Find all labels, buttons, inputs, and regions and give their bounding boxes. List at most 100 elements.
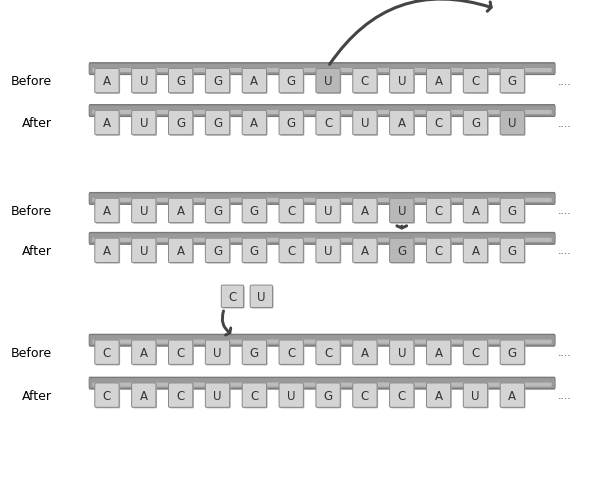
FancyBboxPatch shape	[464, 70, 489, 95]
FancyBboxPatch shape	[501, 240, 525, 264]
FancyBboxPatch shape	[132, 111, 156, 136]
Text: C: C	[471, 75, 479, 88]
FancyBboxPatch shape	[243, 70, 267, 95]
Text: C: C	[177, 346, 185, 359]
FancyBboxPatch shape	[391, 70, 415, 95]
FancyBboxPatch shape	[354, 384, 378, 408]
FancyBboxPatch shape	[317, 112, 341, 137]
FancyBboxPatch shape	[316, 199, 340, 223]
FancyBboxPatch shape	[316, 239, 340, 263]
Text: A: A	[250, 117, 259, 130]
FancyBboxPatch shape	[501, 112, 525, 137]
Text: C: C	[103, 346, 111, 359]
FancyBboxPatch shape	[501, 384, 525, 408]
Text: A: A	[508, 389, 517, 402]
FancyBboxPatch shape	[316, 383, 340, 407]
Text: G: G	[397, 244, 406, 257]
FancyBboxPatch shape	[206, 199, 230, 223]
FancyBboxPatch shape	[206, 384, 231, 408]
Text: ....: ....	[558, 77, 572, 86]
Text: A: A	[103, 75, 111, 88]
FancyBboxPatch shape	[92, 69, 552, 73]
FancyBboxPatch shape	[391, 112, 415, 137]
Text: ....: ....	[558, 347, 572, 358]
FancyBboxPatch shape	[316, 111, 340, 136]
FancyBboxPatch shape	[206, 340, 230, 365]
FancyBboxPatch shape	[242, 340, 266, 365]
FancyBboxPatch shape	[96, 112, 120, 137]
FancyBboxPatch shape	[89, 335, 555, 346]
Text: U: U	[360, 117, 369, 130]
FancyBboxPatch shape	[170, 240, 194, 264]
FancyBboxPatch shape	[206, 111, 230, 136]
Text: G: G	[508, 346, 517, 359]
FancyBboxPatch shape	[206, 240, 231, 264]
FancyBboxPatch shape	[353, 383, 377, 407]
Text: A: A	[471, 244, 479, 257]
Text: A: A	[140, 389, 148, 402]
Text: U: U	[398, 204, 406, 218]
FancyBboxPatch shape	[95, 239, 119, 263]
FancyBboxPatch shape	[92, 340, 552, 344]
Text: G: G	[287, 75, 296, 88]
FancyBboxPatch shape	[279, 69, 303, 94]
Text: G: G	[250, 346, 259, 359]
FancyBboxPatch shape	[168, 199, 193, 223]
FancyBboxPatch shape	[389, 383, 414, 407]
Text: G: G	[213, 204, 222, 218]
FancyBboxPatch shape	[464, 112, 489, 137]
FancyBboxPatch shape	[500, 340, 524, 365]
FancyBboxPatch shape	[354, 70, 378, 95]
Text: U: U	[324, 204, 332, 218]
FancyBboxPatch shape	[95, 111, 119, 136]
Text: U: U	[213, 389, 221, 402]
FancyBboxPatch shape	[96, 341, 120, 366]
Text: C: C	[361, 389, 369, 402]
FancyBboxPatch shape	[206, 112, 231, 137]
FancyBboxPatch shape	[221, 285, 244, 308]
FancyBboxPatch shape	[391, 384, 415, 408]
FancyBboxPatch shape	[280, 112, 305, 137]
Text: A: A	[177, 204, 185, 218]
Text: A: A	[435, 389, 442, 402]
FancyBboxPatch shape	[242, 239, 266, 263]
FancyBboxPatch shape	[389, 69, 414, 94]
FancyBboxPatch shape	[206, 69, 230, 94]
FancyBboxPatch shape	[243, 240, 267, 264]
FancyBboxPatch shape	[279, 111, 303, 136]
FancyBboxPatch shape	[464, 240, 489, 264]
FancyBboxPatch shape	[280, 240, 305, 264]
FancyBboxPatch shape	[464, 69, 488, 94]
FancyBboxPatch shape	[250, 285, 273, 308]
FancyBboxPatch shape	[242, 199, 266, 223]
FancyBboxPatch shape	[168, 239, 193, 263]
FancyBboxPatch shape	[317, 240, 341, 264]
Text: U: U	[398, 346, 406, 359]
FancyBboxPatch shape	[89, 105, 555, 118]
FancyBboxPatch shape	[464, 384, 489, 408]
FancyBboxPatch shape	[426, 111, 451, 136]
Text: U: U	[508, 117, 517, 130]
FancyBboxPatch shape	[168, 383, 193, 407]
FancyBboxPatch shape	[206, 341, 231, 366]
Text: A: A	[177, 244, 185, 257]
Text: U: U	[140, 244, 148, 257]
FancyBboxPatch shape	[428, 384, 452, 408]
Text: U: U	[140, 75, 148, 88]
FancyBboxPatch shape	[426, 383, 451, 407]
Text: U: U	[140, 117, 148, 130]
Text: U: U	[213, 346, 221, 359]
FancyBboxPatch shape	[170, 200, 194, 224]
Text: After: After	[22, 389, 52, 402]
Text: C: C	[324, 346, 332, 359]
FancyBboxPatch shape	[389, 199, 414, 223]
FancyBboxPatch shape	[243, 200, 267, 224]
Text: C: C	[361, 75, 369, 88]
FancyBboxPatch shape	[206, 239, 230, 263]
FancyBboxPatch shape	[96, 200, 120, 224]
FancyBboxPatch shape	[133, 341, 157, 366]
FancyBboxPatch shape	[501, 200, 525, 224]
FancyBboxPatch shape	[353, 69, 377, 94]
Text: A: A	[435, 346, 442, 359]
FancyBboxPatch shape	[428, 70, 452, 95]
